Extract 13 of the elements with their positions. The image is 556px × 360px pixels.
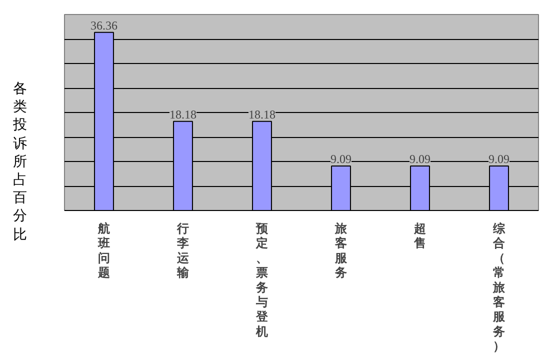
x-tick-label: 超售 — [413, 222, 426, 250]
x-tick-label: 行李运输 — [176, 222, 190, 280]
data-label: 9.09 — [410, 152, 430, 166]
data-label: 36.36 — [90, 18, 118, 32]
category-label: 综合（常旅客服务） — [493, 222, 505, 354]
data-label: 18.18 — [248, 107, 276, 122]
data-label: 9.09 — [330, 152, 352, 166]
x-tick-label: 预定、票务与登机 — [255, 222, 269, 338]
data-label: 9.09 — [488, 152, 510, 166]
text: 各类投诉所占百分比 — [13, 81, 27, 242]
x-tick-label: 旅客服务 — [334, 222, 348, 280]
x-tick-label: 航班问题 — [97, 222, 110, 280]
data-label: 18.18 — [170, 107, 196, 122]
